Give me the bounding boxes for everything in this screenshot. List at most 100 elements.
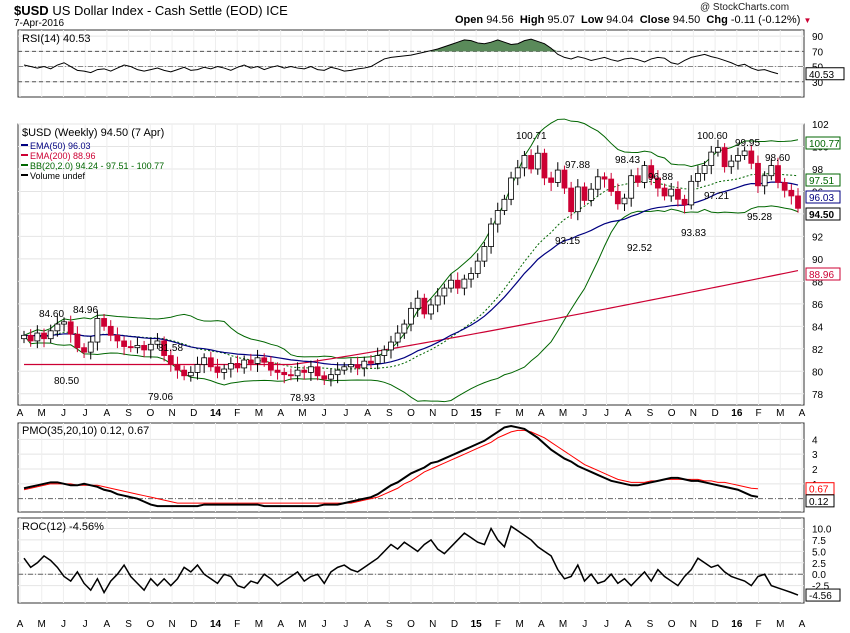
- candle-body: [181, 369, 188, 377]
- price-annotation: 98.43: [615, 155, 640, 166]
- x-tick-label: A: [799, 408, 806, 419]
- x-tick-label: J: [322, 619, 327, 630]
- candle-body: [227, 363, 234, 370]
- candle-body: [321, 375, 328, 380]
- close-label: Close: [639, 14, 670, 26]
- x-tick-label: S: [647, 619, 654, 630]
- x-tick-label: A: [538, 408, 545, 419]
- x-tick-label: M: [255, 408, 263, 419]
- y-tick-label: 98: [812, 165, 824, 176]
- candle-body: [728, 160, 735, 168]
- x-tick-label: A: [364, 619, 371, 630]
- price-annotation: 99.95: [735, 138, 760, 149]
- x-tick-label: M: [38, 619, 46, 630]
- candle-body: [87, 341, 94, 353]
- x-tick-label: N: [429, 408, 436, 419]
- x-tick-label: M: [515, 619, 523, 630]
- candle-body: [67, 321, 74, 335]
- x-tick-label: M: [38, 408, 46, 419]
- candle-body: [681, 198, 688, 206]
- candle-body: [21, 334, 27, 340]
- price-annotation: 79.06: [148, 392, 173, 403]
- x-tick-label: D: [190, 408, 197, 419]
- rsi-value-box: [805, 67, 845, 81]
- x-tick-label: A: [625, 408, 632, 419]
- y-tick-label: 10.0: [812, 525, 832, 536]
- candle-body: [441, 287, 448, 297]
- candle-body: [368, 360, 374, 364]
- x-tick-label: O: [407, 408, 415, 419]
- price-annotation: 78.93: [290, 393, 315, 404]
- candle-body: [628, 175, 635, 199]
- candle-body: [668, 188, 675, 197]
- candle-body: [354, 364, 361, 369]
- candle-body: [701, 165, 708, 174]
- x-tick-label: M: [298, 619, 306, 630]
- candle-body: [454, 279, 461, 289]
- y-tick-label: 2.5: [812, 559, 826, 570]
- y-tick-label: 90: [812, 32, 824, 43]
- watermark-logo: @ StockCharts.com: [700, 2, 790, 13]
- candle-body: [481, 246, 488, 262]
- y-tick-label: 90: [812, 255, 824, 266]
- candle-body: [775, 165, 781, 183]
- x-tick-label: A: [17, 408, 24, 419]
- candle-body: [508, 177, 514, 200]
- x-tick-label: S: [125, 619, 132, 630]
- price-value-box: [805, 136, 841, 150]
- price-value-label: 100.77: [809, 139, 840, 150]
- candle-body: [141, 345, 148, 351]
- candle-body: [214, 366, 221, 373]
- price-annotation: 80.50: [54, 376, 79, 387]
- price-value-label: 94.50: [809, 210, 834, 221]
- candle-body: [54, 323, 61, 332]
- close-value: 94.50: [672, 14, 701, 26]
- x-tick-label: A: [17, 619, 24, 630]
- candle-body: [374, 355, 381, 364]
- legend-entry: BB(20,2.0) 94.24 - 97.51 - 100.77: [30, 161, 164, 171]
- y-tick-label: 80: [812, 367, 824, 378]
- x-tick-label: J: [582, 408, 587, 419]
- y-tick-label: 3: [812, 450, 818, 461]
- y-tick-label: -2.5: [812, 582, 830, 593]
- candle-body: [174, 364, 181, 371]
- y-tick-label: 92: [812, 232, 824, 243]
- candle-body: [127, 346, 134, 349]
- candle-body: [94, 318, 101, 343]
- roc-value-label: -4.56: [809, 591, 832, 602]
- candle-body: [581, 186, 588, 201]
- x-tick-label: O: [668, 408, 676, 419]
- candle-body: [554, 169, 561, 183]
- candle-body: [314, 366, 321, 377]
- y-tick-label: 2: [812, 465, 818, 476]
- high-value: 95.07: [547, 14, 575, 26]
- candle-body: [708, 151, 715, 166]
- change-label: Chg: [706, 14, 728, 26]
- bb-lower-line: [23, 205, 799, 403]
- candle-body: [741, 150, 748, 156]
- x-tick-label: O: [668, 619, 676, 630]
- x-tick-label: A: [799, 619, 806, 630]
- candle-body: [121, 340, 127, 347]
- roc-line: [23, 525, 799, 596]
- x-tick-label: S: [386, 619, 393, 630]
- price-value-box: [805, 207, 841, 221]
- candle-body: [287, 374, 294, 377]
- x-tick-label: N: [429, 619, 436, 630]
- pmo-line: [23, 424, 759, 508]
- price-annotation: 92.52: [627, 243, 652, 254]
- chart-header: $USD US Dollar Index - Cash Settle (EOD)…: [0, 0, 850, 30]
- candle-body: [381, 349, 388, 356]
- candle-body: [221, 368, 228, 373]
- candle-body: [768, 165, 775, 177]
- candle-body: [241, 359, 248, 369]
- x-tick-label: M: [298, 408, 306, 419]
- price-value-box: [805, 173, 841, 187]
- candle-body: [401, 323, 408, 334]
- candle-body: [428, 304, 434, 315]
- candle-body: [47, 330, 54, 340]
- x-tick-label: M: [515, 408, 523, 419]
- candle-body: [187, 372, 194, 377]
- rsi-label: RSI(14) 40.53: [22, 33, 90, 45]
- open-value: 94.56: [486, 14, 514, 26]
